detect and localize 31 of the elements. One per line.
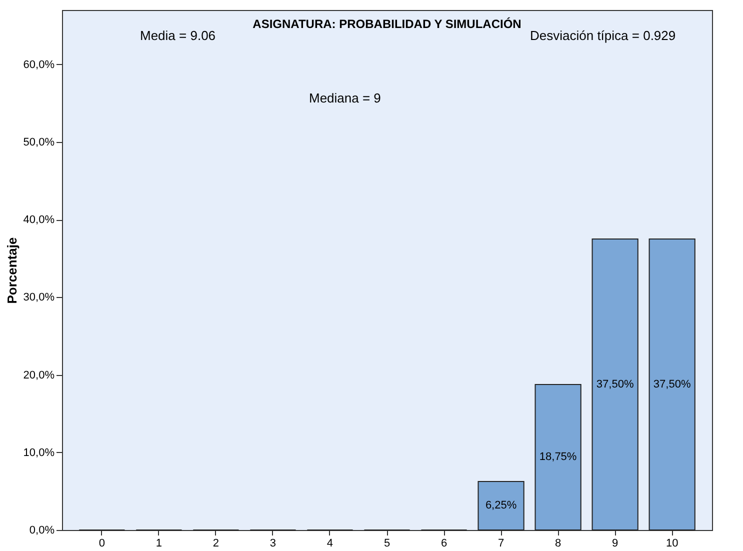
bar [534,384,582,530]
text: ASIGNATURA: PROBABILIDAD Y SIMULACIÓN [252,17,522,31]
x-tick-label: 6 [440,538,448,550]
y-tick-label: 10,0% [23,446,55,459]
y-tick-label: 60,0% [23,58,55,71]
data-label: 37,50% [596,378,634,390]
data-label: 37,50% [653,378,691,390]
x-tick-label: 5 [384,538,390,550]
x-tick-label: 0 [98,538,105,550]
x-tick-label: 2 [212,538,220,550]
x-tick-label: 1 [156,538,162,550]
annotation: Media = 9.06 [140,28,216,43]
data-label: 18,75% [539,451,577,464]
x-tick-label: 3 [270,538,276,550]
x-tick-label: 9 [612,538,618,550]
y-tick-label: 50,0% [23,136,55,148]
y-tick-label: 40,0% [23,214,55,226]
x-tick-label: 10 [666,538,678,550]
x-tick-label: 4 [326,538,334,550]
bar [478,480,524,530]
y-axis-title: Porcentaje [4,237,20,304]
bar [648,238,696,530]
annotation: Desviación típica = 0.929 [530,28,676,43]
y-tick-label: 30,0% [23,292,55,304]
data-label: 6,25% [485,500,517,512]
y-tick-label: 0,0% [29,524,55,536]
annotation: Mediana = 9 [309,90,381,106]
x-tick-label: 8 [554,538,562,550]
y-tick-label: 20,0% [23,369,55,382]
x-tick-label: 7 [498,538,504,550]
bar [592,238,638,530]
